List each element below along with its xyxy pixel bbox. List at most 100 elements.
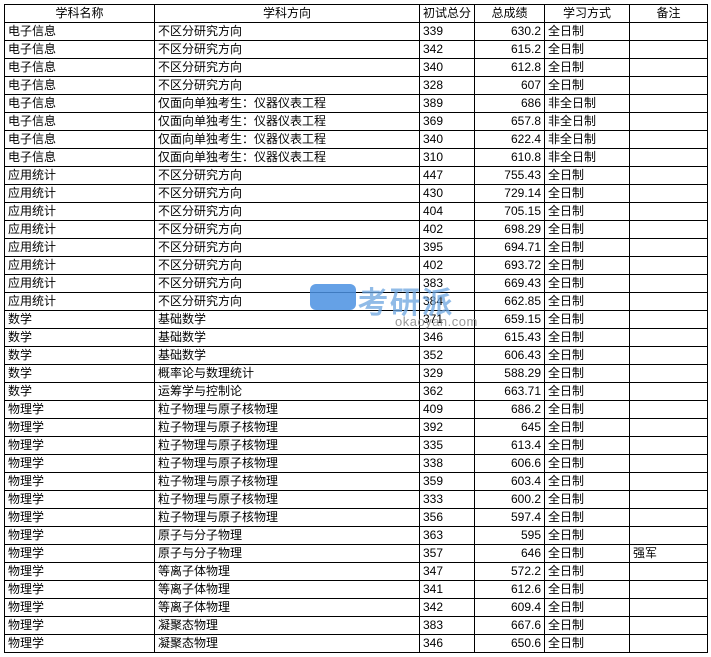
cell-study-mode: 全日制 xyxy=(545,491,630,509)
cell-remark xyxy=(630,113,708,131)
cell-prelim-score: 383 xyxy=(420,617,475,635)
cell-study-mode: 全日制 xyxy=(545,419,630,437)
cell-study-mode: 全日制 xyxy=(545,59,630,77)
cell-remark xyxy=(630,167,708,185)
cell-remark xyxy=(630,617,708,635)
cell-subject: 物理学 xyxy=(5,419,155,437)
cell-remark xyxy=(630,23,708,41)
table-header-row: 学科名称 学科方向 初试总分 总成绩 学习方式 备注 xyxy=(5,5,708,23)
cell-direction: 原子与分子物理 xyxy=(155,527,420,545)
table-row: 物理学等离子体物理347572.2全日制 xyxy=(5,563,708,581)
table-row: 应用统计不区分研究方向447755.43全日制 xyxy=(5,167,708,185)
cell-subject: 电子信息 xyxy=(5,149,155,167)
table-body: 电子信息不区分研究方向339630.2全日制电子信息不区分研究方向342615.… xyxy=(5,23,708,653)
table-row: 物理学凝聚态物理383667.6全日制 xyxy=(5,617,708,635)
cell-remark xyxy=(630,95,708,113)
table-row: 应用统计不区分研究方向404705.15全日制 xyxy=(5,203,708,221)
cell-direction: 基础数学 xyxy=(155,347,420,365)
cell-total-score: 667.6 xyxy=(475,617,545,635)
cell-total-score: 662.85 xyxy=(475,293,545,311)
cell-subject: 物理学 xyxy=(5,581,155,599)
cell-subject: 应用统计 xyxy=(5,203,155,221)
cell-total-score: 650.6 xyxy=(475,635,545,653)
cell-study-mode: 全日制 xyxy=(545,635,630,653)
table-row: 应用统计不区分研究方向430729.14全日制 xyxy=(5,185,708,203)
table-row: 物理学粒子物理与原子核物理335613.4全日制 xyxy=(5,437,708,455)
cell-remark xyxy=(630,131,708,149)
cell-study-mode: 非全日制 xyxy=(545,113,630,131)
cell-direction: 不区分研究方向 xyxy=(155,239,420,257)
cell-prelim-score: 347 xyxy=(420,563,475,581)
cell-study-mode: 全日制 xyxy=(545,203,630,221)
cell-remark xyxy=(630,401,708,419)
cell-remark xyxy=(630,239,708,257)
cell-remark xyxy=(630,419,708,437)
table-row: 物理学粒子物理与原子核物理333600.2全日制 xyxy=(5,491,708,509)
cell-prelim-score: 362 xyxy=(420,383,475,401)
table-row: 物理学凝聚态物理346650.6全日制 xyxy=(5,635,708,653)
cell-direction: 粒子物理与原子核物理 xyxy=(155,455,420,473)
cell-subject: 应用统计 xyxy=(5,221,155,239)
cell-total-score: 663.71 xyxy=(475,383,545,401)
cell-prelim-score: 340 xyxy=(420,131,475,149)
header-prelim-score: 初试总分 xyxy=(420,5,475,23)
cell-study-mode: 全日制 xyxy=(545,41,630,59)
cell-prelim-score: 395 xyxy=(420,239,475,257)
cell-prelim-score: 402 xyxy=(420,221,475,239)
cell-direction: 原子与分子物理 xyxy=(155,545,420,563)
cell-study-mode: 全日制 xyxy=(545,239,630,257)
cell-direction: 不区分研究方向 xyxy=(155,59,420,77)
cell-remark xyxy=(630,77,708,95)
cell-subject: 物理学 xyxy=(5,401,155,419)
cell-prelim-score: 356 xyxy=(420,509,475,527)
cell-direction: 不区分研究方向 xyxy=(155,293,420,311)
cell-study-mode: 全日制 xyxy=(545,311,630,329)
cell-total-score: 705.15 xyxy=(475,203,545,221)
table-row: 电子信息不区分研究方向328607全日制 xyxy=(5,77,708,95)
cell-subject: 电子信息 xyxy=(5,77,155,95)
cell-prelim-score: 430 xyxy=(420,185,475,203)
table-row: 数学基础数学371659.15全日制 xyxy=(5,311,708,329)
cell-study-mode: 全日制 xyxy=(545,527,630,545)
table-row: 物理学粒子物理与原子核物理409686.2全日制 xyxy=(5,401,708,419)
cell-prelim-score: 342 xyxy=(420,41,475,59)
cell-total-score: 686.2 xyxy=(475,401,545,419)
cell-study-mode: 全日制 xyxy=(545,257,630,275)
cell-direction: 凝聚态物理 xyxy=(155,635,420,653)
cell-prelim-score: 359 xyxy=(420,473,475,491)
cell-subject: 应用统计 xyxy=(5,257,155,275)
cell-prelim-score: 402 xyxy=(420,257,475,275)
cell-study-mode: 全日制 xyxy=(545,473,630,491)
table-row: 物理学粒子物理与原子核物理392645全日制 xyxy=(5,419,708,437)
cell-remark xyxy=(630,509,708,527)
cell-remark xyxy=(630,491,708,509)
cell-total-score: 597.4 xyxy=(475,509,545,527)
cell-prelim-score: 357 xyxy=(420,545,475,563)
cell-remark xyxy=(630,563,708,581)
cell-remark xyxy=(630,347,708,365)
cell-direction: 仅面向单独考生：仪器仪表工程 xyxy=(155,149,420,167)
table-row: 物理学粒子物理与原子核物理359603.4全日制 xyxy=(5,473,708,491)
cell-study-mode: 全日制 xyxy=(545,581,630,599)
cell-total-score: 615.2 xyxy=(475,41,545,59)
cell-remark xyxy=(630,581,708,599)
cell-direction: 凝聚态物理 xyxy=(155,617,420,635)
cell-prelim-score: 335 xyxy=(420,437,475,455)
table-row: 数学概率论与数理统计329588.29全日制 xyxy=(5,365,708,383)
cell-subject: 电子信息 xyxy=(5,23,155,41)
cell-remark xyxy=(630,635,708,653)
cell-direction: 运筹学与控制论 xyxy=(155,383,420,401)
cell-study-mode: 全日制 xyxy=(545,599,630,617)
cell-subject: 电子信息 xyxy=(5,95,155,113)
cell-direction: 基础数学 xyxy=(155,329,420,347)
cell-remark xyxy=(630,455,708,473)
cell-study-mode: 非全日制 xyxy=(545,149,630,167)
cell-subject: 电子信息 xyxy=(5,59,155,77)
cell-remark xyxy=(630,365,708,383)
cell-subject: 物理学 xyxy=(5,491,155,509)
cell-prelim-score: 346 xyxy=(420,329,475,347)
cell-study-mode: 全日制 xyxy=(545,617,630,635)
cell-total-score: 613.4 xyxy=(475,437,545,455)
cell-study-mode: 全日制 xyxy=(545,545,630,563)
table-row: 电子信息不区分研究方向339630.2全日制 xyxy=(5,23,708,41)
